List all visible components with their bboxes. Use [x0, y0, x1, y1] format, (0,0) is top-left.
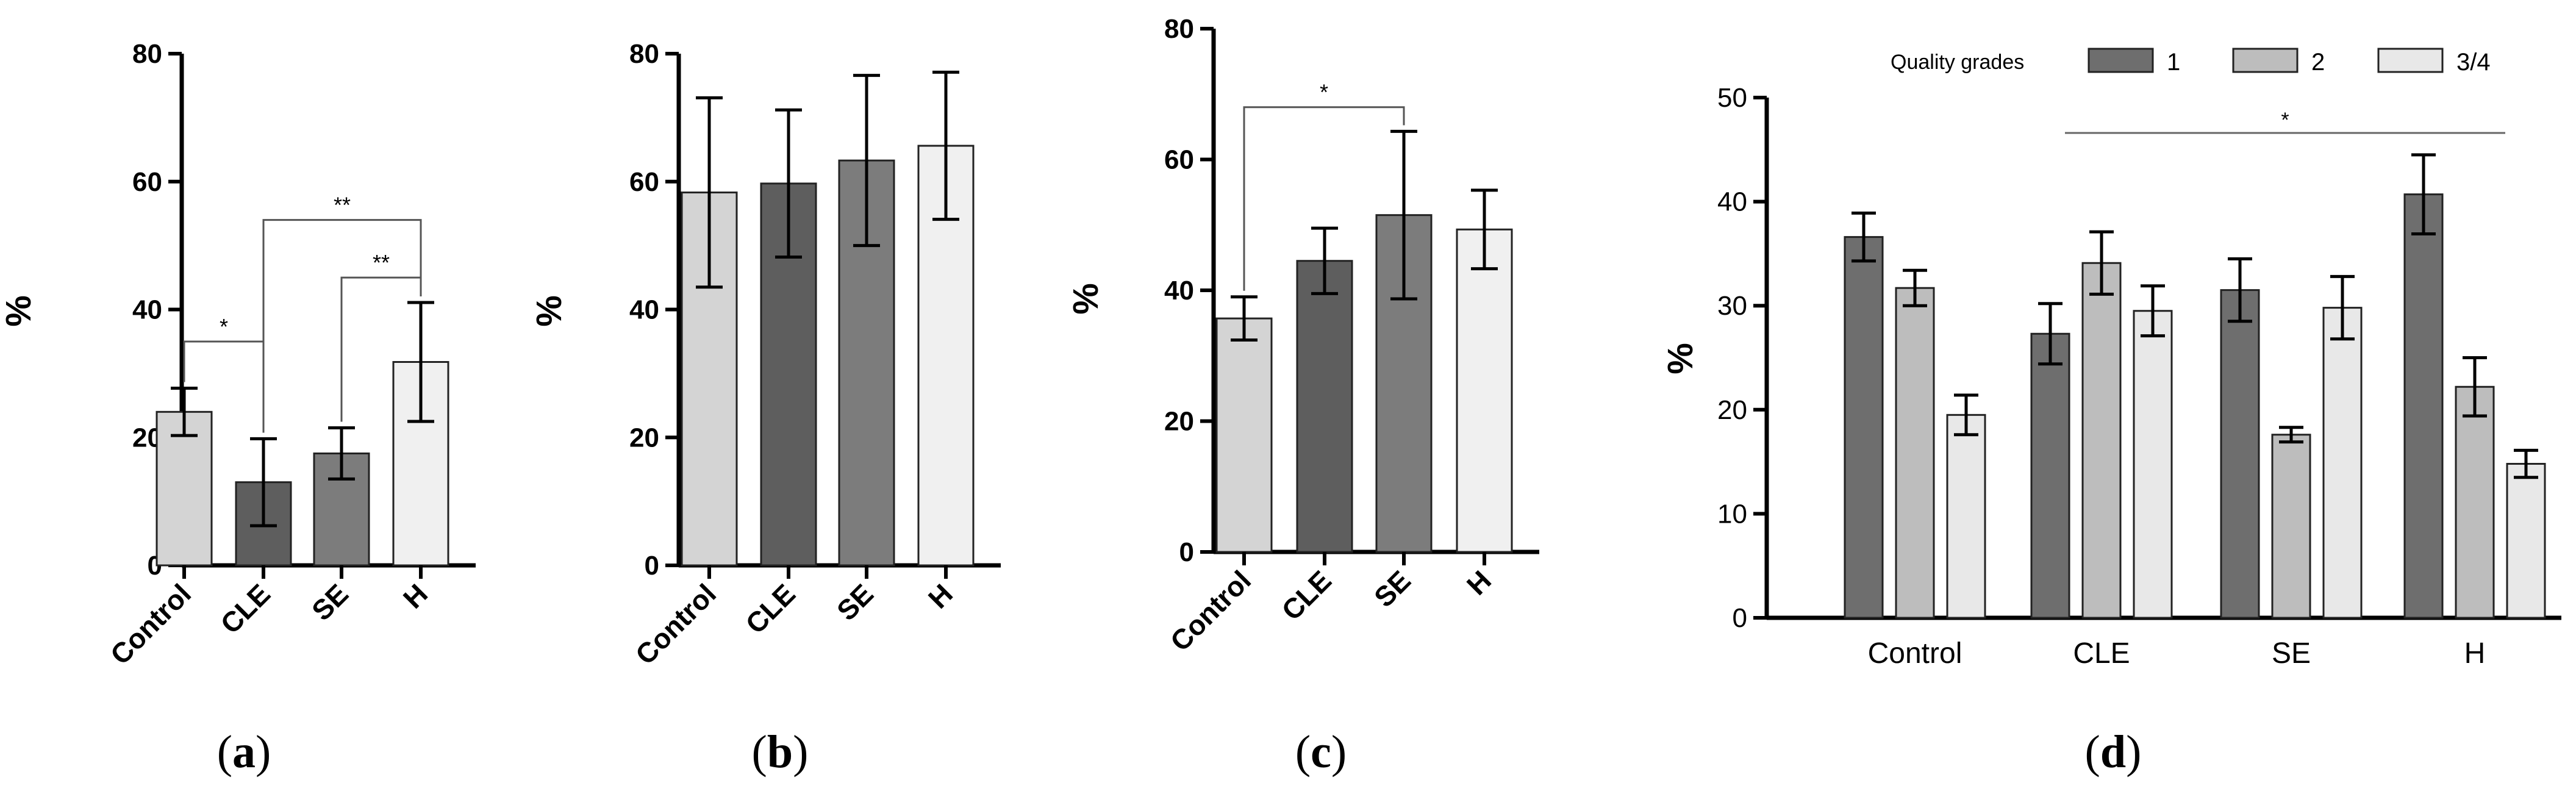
legend-swatch-2	[2232, 48, 2299, 73]
panel-d: 0 10 20 30 40 50% Control CLE SE H * Quality grades…	[1661, 48, 2561, 778]
y-tick-label: 60	[1164, 145, 1194, 175]
bar-h	[1456, 228, 1513, 553]
caption-close: )	[2126, 726, 2141, 778]
caption-open: (	[2085, 726, 2100, 778]
panel-caption: (c)	[1295, 726, 1347, 778]
caption-letter: c	[1311, 726, 1331, 778]
x-tick-label: CLE	[1275, 564, 1337, 626]
y-tick-label: 30	[1717, 291, 1747, 321]
panel-c: 0 20 40 60 80% Control CLE SE H * (c)	[1066, 14, 1539, 778]
y-tick-label: 80	[629, 39, 659, 69]
legend: Quality grades 1 2 3/4	[1891, 48, 2491, 76]
panel-b: 0 20 40 60 80% Control CLE SE H (b)	[529, 39, 1001, 778]
y-tick-label: 20	[1717, 395, 1747, 425]
legend-swatch-1	[2088, 48, 2154, 73]
y-tick-label: 20	[629, 423, 659, 453]
caption-letter: b	[767, 726, 793, 778]
significance-label: **	[334, 193, 351, 218]
y-tick-label: 0	[1733, 603, 1747, 633]
bar-cle	[1296, 260, 1353, 553]
y-tick-label: 80	[1164, 14, 1194, 44]
y-tick-label: 40	[629, 295, 659, 325]
legend-title: Quality grades	[1891, 51, 2024, 74]
legend-swatch-3-4	[2377, 48, 2444, 73]
x-tick-label: Control	[1164, 564, 1257, 657]
y-tick-label: 0	[1179, 537, 1194, 567]
bar-cle-grade-3-4	[2133, 310, 2173, 619]
legend-label-3-4: 3/4	[2456, 49, 2491, 76]
x-tick-label: Control	[1868, 637, 1962, 670]
bar-cle-grade-1	[2030, 332, 2070, 619]
x-tick-label: CLE	[739, 578, 801, 640]
significance-bracket	[1243, 106, 1405, 291]
caption-open: (	[1295, 726, 1311, 778]
bar-se-grade-3-4	[2322, 307, 2363, 619]
bar-se-grade-1	[2220, 289, 2260, 619]
y-axis-label: %	[529, 295, 569, 327]
bar-h-grade-2	[2455, 385, 2495, 619]
caption-open: (	[752, 726, 767, 778]
significance-label: *	[1320, 80, 1328, 105]
y-axis-label: %	[1066, 283, 1106, 315]
significance-bracket	[262, 219, 422, 433]
y-tick-label: 10	[1717, 499, 1747, 529]
bar-control	[1215, 317, 1273, 553]
panel-caption: (b)	[752, 726, 809, 778]
caption-close: )	[793, 726, 808, 778]
y-tick-label: 60	[132, 167, 162, 197]
panel-caption: (a)	[217, 726, 271, 778]
bar-control-grade-1	[1844, 236, 1884, 619]
y-tick-label: 20	[1164, 407, 1194, 437]
caption-letter: a	[232, 726, 256, 778]
panel-caption: (d)	[2085, 726, 2142, 778]
significance-label: **	[373, 250, 390, 275]
bar-control-grade-3-4	[1946, 414, 1986, 619]
x-tick-label: H	[1461, 564, 1497, 601]
y-axis-label: %	[1661, 343, 1700, 374]
y-tick-label: 60	[629, 167, 659, 197]
significance-label: *	[220, 314, 228, 339]
bar-control	[156, 410, 213, 567]
bar-h-grade-3-4	[2506, 463, 2546, 619]
x-tick-label: H	[2464, 637, 2486, 670]
bar-cle-grade-2	[2081, 262, 2122, 619]
x-tick-label: SE	[831, 578, 879, 626]
x-tick-label: SE	[1368, 564, 1417, 613]
y-tick-label: 0	[645, 551, 659, 581]
y-tick-label: 40	[1164, 276, 1194, 306]
x-tick-label: SE	[306, 578, 354, 626]
caption-close: )	[1331, 726, 1347, 778]
x-tick-label: Control	[629, 578, 722, 670]
legend-label-2: 2	[2311, 49, 2325, 76]
x-tick-label: H	[397, 578, 434, 614]
bar-control-grade-2	[1895, 287, 1935, 619]
bar-se-grade-2	[2271, 434, 2311, 619]
legend-label-1: 1	[2167, 49, 2180, 76]
bar-h-grade-1	[2403, 193, 2444, 619]
significance-bracket	[340, 276, 422, 422]
y-tick-label: 80	[132, 39, 162, 69]
y-tick-label: 40	[132, 295, 162, 325]
caption-open: (	[217, 726, 232, 778]
caption-letter: d	[2100, 726, 2126, 778]
caption-close: )	[256, 726, 271, 778]
x-tick-label: SE	[2272, 637, 2311, 670]
x-tick-label: H	[922, 578, 959, 614]
y-tick-label: 50	[1717, 83, 1747, 113]
x-tick-label: CLE	[2073, 637, 2130, 670]
y-tick-label: 40	[1717, 187, 1747, 217]
x-tick-label: CLE	[214, 578, 276, 640]
y-axis-label: %	[0, 295, 38, 327]
significance-label: *	[2281, 109, 2289, 132]
x-tick-label: Control	[104, 578, 197, 670]
